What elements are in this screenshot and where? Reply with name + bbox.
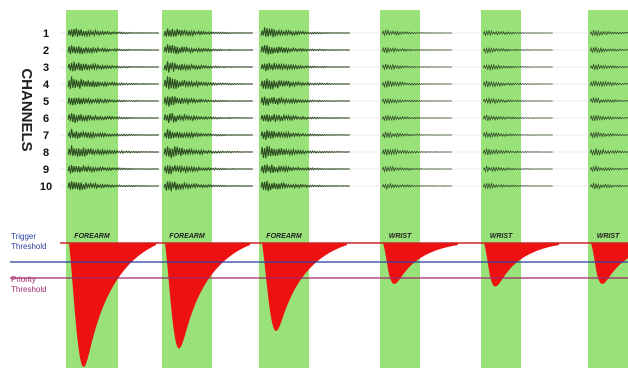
threshold-label: Threshold (11, 242, 47, 251)
channel-number: 1 (43, 28, 49, 40)
emg-trace (482, 114, 553, 122)
emg-trace (482, 29, 553, 37)
emg-trace (482, 130, 553, 139)
emg-trace (381, 147, 452, 156)
segment-labels: FOREARM FOREARM FOREARM WRIST WRIST WRIST (74, 233, 620, 240)
emg-trace (163, 76, 254, 90)
emg-trace (67, 76, 160, 90)
channel-number: 10 (40, 181, 52, 193)
emg-trace (381, 46, 452, 54)
emg-trace (163, 96, 253, 107)
emg-trace (381, 165, 452, 174)
emg-trace (589, 181, 628, 190)
emg-trace (381, 182, 452, 191)
channel-number: 7 (43, 130, 49, 142)
channel-number: 2 (43, 45, 49, 57)
emg-trace (589, 130, 628, 139)
segment-band (481, 10, 521, 368)
emg-trace (67, 181, 159, 191)
emg-trace (163, 146, 253, 159)
segment-label: FOREARM (169, 233, 205, 240)
emg-trace (381, 114, 452, 122)
emg-trace (589, 164, 628, 173)
emg-trace (67, 28, 159, 38)
emg-trace (260, 145, 351, 159)
emg-trace (163, 61, 253, 73)
emg-trace (589, 45, 628, 54)
trigger-spike (484, 243, 559, 287)
segment-label: FOREARM (74, 233, 110, 240)
emg-trace (163, 164, 253, 175)
y-axis-label: CHANNELS (18, 68, 35, 151)
trigger-spike (591, 243, 628, 284)
emg-trace (589, 29, 628, 38)
emg-trace (163, 28, 253, 38)
threshold-label: Priority (11, 275, 36, 284)
emg-trace (482, 181, 553, 190)
emg-trace (589, 114, 628, 122)
emg-trace (589, 63, 628, 71)
channel-number: 6 (43, 113, 49, 125)
emg-trace (67, 145, 160, 157)
segment-label: WRIST (490, 233, 513, 240)
trigger-spike (383, 243, 458, 284)
emg-trace (260, 62, 350, 72)
emg-trace (482, 148, 553, 156)
emg-trace (67, 45, 159, 55)
emg-trace (260, 180, 350, 192)
channel-number: 4 (43, 79, 50, 91)
emg-traces (60, 27, 628, 192)
emg-trace (482, 46, 553, 55)
emg-trace (482, 63, 553, 71)
emg-trace (381, 63, 452, 71)
emg-trace (67, 165, 159, 174)
emg-trace (589, 79, 628, 88)
emg-trace (260, 129, 350, 140)
emg-trace (482, 97, 553, 105)
trigger-spike (69, 243, 156, 367)
segment-band (380, 10, 420, 368)
emg-trace (381, 131, 452, 140)
channel-number: 9 (43, 164, 49, 176)
threshold-label: Threshold (11, 285, 47, 294)
emg-trace (482, 165, 553, 173)
emg-trace (163, 129, 253, 140)
trigger-spike (262, 243, 347, 332)
channel-number: 5 (43, 96, 49, 108)
trigger-spike (165, 243, 250, 349)
emg-trace (381, 28, 452, 37)
segment-label: WRIST (597, 233, 620, 240)
segment-label: WRIST (389, 233, 412, 240)
segment-bands (66, 10, 628, 368)
trigger-panel (60, 242, 628, 367)
emg-trace (260, 113, 350, 123)
emg-trace (589, 148, 628, 157)
emg-trace (67, 96, 159, 106)
channel-numbers: 1 2 3 4 5 6 7 8 9 10 (40, 28, 52, 193)
channel-number: 8 (43, 147, 49, 159)
emg-trace (260, 96, 350, 106)
emg-trace (260, 78, 350, 90)
channel-number: 3 (43, 62, 49, 74)
emg-trace (260, 164, 350, 174)
segment-band (588, 10, 628, 368)
emg-trace (381, 80, 452, 89)
emg-trace (482, 80, 553, 88)
emg-trace (163, 44, 253, 55)
segment-label: FOREARM (266, 233, 302, 240)
emg-trace (260, 27, 350, 38)
emg-trace (163, 181, 253, 192)
emg-trace (67, 128, 159, 140)
emg-trace (381, 97, 452, 105)
emg-trace (67, 61, 159, 72)
emg-trace (260, 45, 350, 55)
emg-trace (67, 113, 159, 123)
emg-trace (589, 96, 628, 105)
threshold-label: Trigger (11, 232, 36, 241)
emg-trace (163, 112, 253, 124)
